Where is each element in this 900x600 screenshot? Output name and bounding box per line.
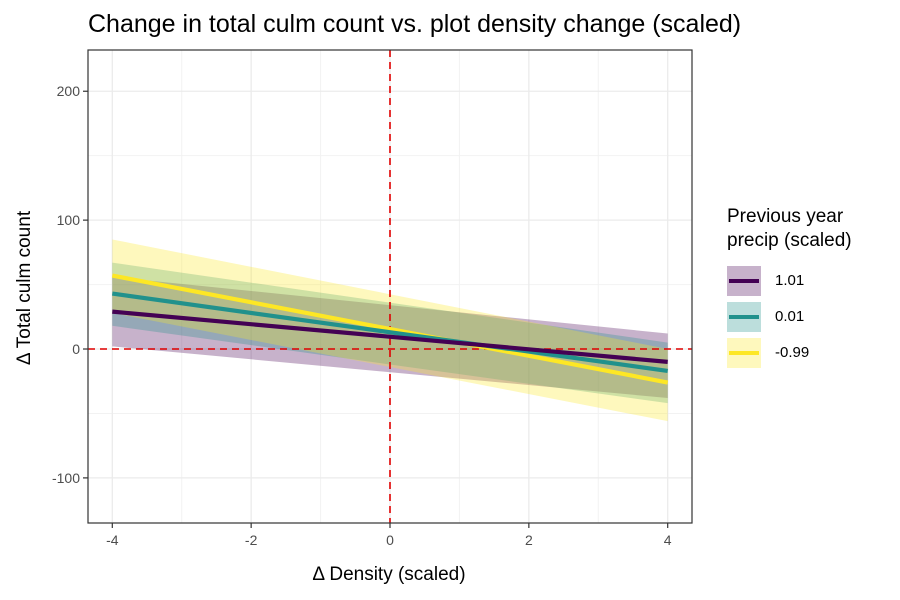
x-tick-label: -2 bbox=[245, 532, 258, 548]
y-axis-label: Δ Total culm count bbox=[14, 210, 35, 365]
legend-swatch-line bbox=[729, 315, 759, 319]
x-tick-label: 2 bbox=[525, 532, 533, 548]
y-tick-label: 200 bbox=[57, 83, 81, 99]
legend-title: Previous year precip (scaled) bbox=[727, 205, 852, 253]
fit-line-1 bbox=[112, 291, 668, 373]
fit-line-0 bbox=[112, 309, 668, 364]
x-tick-label: -4 bbox=[106, 532, 119, 548]
legend-swatch-line bbox=[729, 351, 759, 355]
legend-title-line-2: precip (scaled) bbox=[727, 230, 852, 251]
x-tick-label: 0 bbox=[386, 532, 394, 548]
x-axis-label: Δ Density (scaled) bbox=[312, 564, 465, 585]
legend-label: -0.99 bbox=[775, 344, 810, 361]
y-tick-label: 0 bbox=[72, 341, 80, 357]
legend-key-0 bbox=[727, 266, 761, 296]
x-tick-label: 4 bbox=[664, 532, 672, 548]
legend-swatch-line bbox=[729, 279, 759, 283]
chart-title: Change in total culm count vs. plot dens… bbox=[88, 10, 742, 38]
y-tick-label: 100 bbox=[57, 212, 81, 228]
legend-label: 0.01 bbox=[775, 308, 805, 325]
x-axis: -4 -2 0 2 4 bbox=[106, 523, 672, 548]
y-tick-label: -100 bbox=[52, 470, 80, 486]
fit-line-2 bbox=[111, 273, 669, 385]
legend-key-2 bbox=[727, 338, 761, 368]
fit-lines bbox=[111, 273, 669, 385]
reference-lines bbox=[88, 50, 692, 523]
y-axis: -100 0 100 200 bbox=[52, 83, 88, 486]
legend-key-1 bbox=[727, 302, 761, 332]
legend-label: 1.01 bbox=[775, 272, 805, 289]
legend-title-line-1: Previous year bbox=[727, 206, 844, 227]
